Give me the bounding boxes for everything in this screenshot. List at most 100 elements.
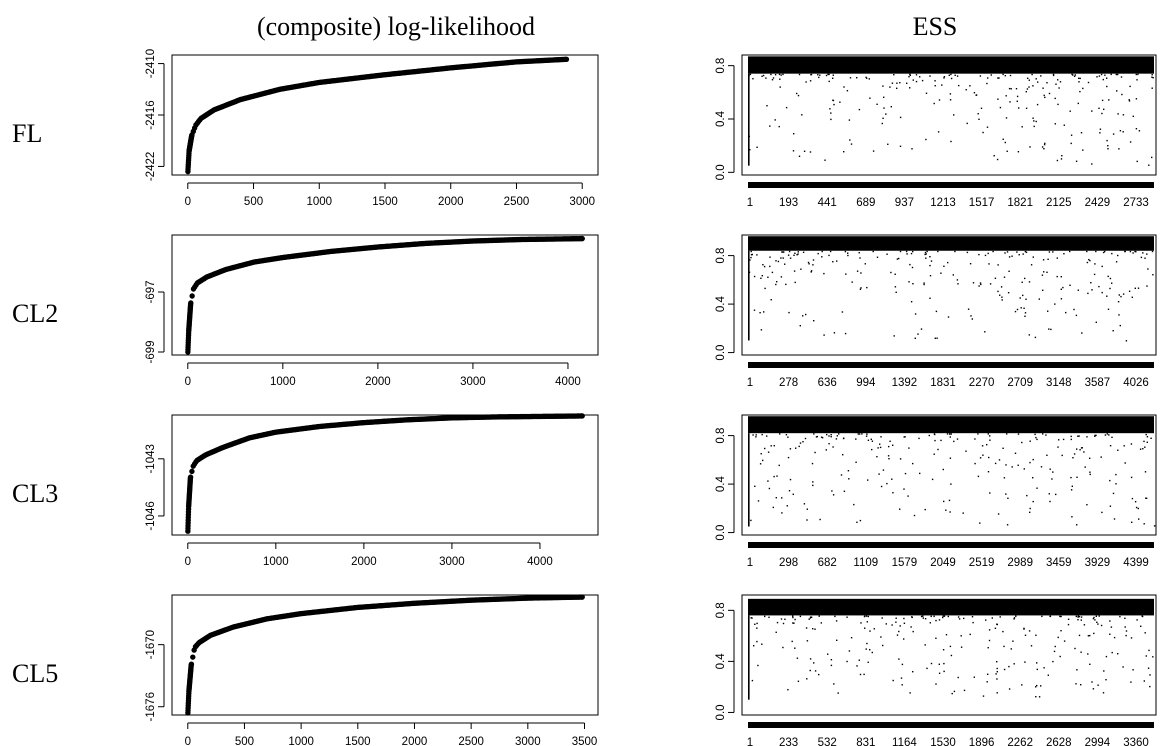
ess-point xyxy=(821,256,823,258)
ess-point xyxy=(1043,271,1045,273)
ess-point xyxy=(1132,252,1134,254)
ess-point xyxy=(1070,142,1072,145)
ess-point xyxy=(986,681,988,683)
ess-point xyxy=(1146,285,1148,287)
ess-point xyxy=(1143,523,1145,525)
ess-point xyxy=(987,673,989,675)
ess-point xyxy=(1028,281,1031,283)
ess-point xyxy=(846,90,849,92)
y-tick-label: 0.0 xyxy=(715,525,727,541)
ess-point xyxy=(1043,143,1046,146)
ess-point xyxy=(962,512,964,514)
ess-point xyxy=(978,253,980,256)
x-axis-dense-ticks xyxy=(748,722,1154,728)
ess-point xyxy=(950,433,952,435)
ess-point xyxy=(987,433,989,435)
ess-point xyxy=(920,615,923,618)
ess-point xyxy=(1131,497,1134,500)
ess-point xyxy=(949,511,951,513)
ess-point xyxy=(802,251,805,253)
ess-point xyxy=(1107,148,1109,150)
ess-point xyxy=(1130,681,1132,683)
ess-point xyxy=(1023,307,1025,309)
ess-point xyxy=(859,257,861,259)
ess-point xyxy=(912,283,914,285)
ess-point xyxy=(926,667,928,670)
x-tick-label: 1500 xyxy=(372,196,398,208)
ess-point xyxy=(786,505,788,507)
ess-point xyxy=(1080,619,1082,621)
ess-point xyxy=(935,637,937,639)
ess-point xyxy=(987,471,990,473)
ess-point xyxy=(1119,130,1122,132)
ess-point xyxy=(903,638,905,640)
ess-point xyxy=(1118,148,1120,150)
ess-point xyxy=(1021,441,1023,444)
ess-point xyxy=(1077,616,1079,618)
ess-scatter xyxy=(748,250,1154,342)
ess-point xyxy=(805,627,808,629)
ess-point xyxy=(979,282,982,284)
data-point xyxy=(189,468,195,475)
ess-point xyxy=(1077,435,1079,437)
ess-point xyxy=(924,644,926,646)
ess-point xyxy=(835,438,838,440)
x-axis-dense-ticks xyxy=(748,542,1154,548)
ess-point xyxy=(994,627,997,629)
ess-point xyxy=(1075,314,1078,317)
ess-point xyxy=(974,438,976,440)
ess-point xyxy=(860,287,862,289)
ess-point xyxy=(982,131,984,134)
ess-point xyxy=(1060,158,1063,160)
x-axis: 1 278 636 994 1392 1831 2270 2709 3148 3587 4026 xyxy=(747,362,1154,389)
ess-point xyxy=(908,281,910,283)
x-tick-label: 689 xyxy=(856,197,875,209)
ess-point xyxy=(922,617,924,619)
ess-point xyxy=(1042,259,1045,261)
ess-point xyxy=(1086,436,1088,438)
ess-point xyxy=(836,260,838,262)
ess-point xyxy=(1011,255,1013,257)
ess-point xyxy=(1109,479,1111,482)
ess-point xyxy=(808,263,810,265)
ess-point xyxy=(860,272,862,274)
ess-point xyxy=(1067,623,1070,626)
ess-point xyxy=(1134,501,1137,503)
ess-point xyxy=(797,251,799,253)
ess-point xyxy=(888,445,890,448)
ess-point xyxy=(809,80,812,82)
loglik-panel-1: 0 1000 2000 3000 4000 -699 -697 xyxy=(145,234,599,388)
ess-point xyxy=(943,77,945,79)
ess-point xyxy=(899,508,901,510)
ess-point xyxy=(1017,151,1020,153)
ess-point xyxy=(1124,250,1126,253)
ess-point xyxy=(1055,493,1057,496)
ess-point xyxy=(1109,633,1111,635)
ess-point xyxy=(979,75,982,77)
ess-point xyxy=(957,283,959,285)
ess-point xyxy=(833,332,836,334)
ess-point xyxy=(753,275,756,278)
ess-point xyxy=(1111,651,1113,654)
x-tick-label: 1 xyxy=(747,557,753,569)
ess-point xyxy=(912,250,914,253)
ess-point xyxy=(1100,73,1103,76)
ess-point xyxy=(945,509,947,511)
x-tick-label: 2519 xyxy=(969,557,995,569)
ess-point xyxy=(751,253,753,256)
ess-point xyxy=(903,488,905,490)
ess-point xyxy=(891,478,893,480)
ess-point xyxy=(1041,146,1044,148)
ess-point xyxy=(864,627,866,629)
ess-point xyxy=(1047,310,1049,312)
ess-point xyxy=(1063,640,1066,642)
ess-point xyxy=(782,251,784,253)
ess-point xyxy=(771,79,774,81)
ess-point xyxy=(1002,73,1004,76)
ess-point xyxy=(1130,443,1133,445)
ess-point xyxy=(867,615,869,618)
ess-point xyxy=(896,82,898,84)
ess-point xyxy=(1107,275,1109,278)
ess-point xyxy=(1141,615,1144,618)
ess-point xyxy=(888,458,890,460)
